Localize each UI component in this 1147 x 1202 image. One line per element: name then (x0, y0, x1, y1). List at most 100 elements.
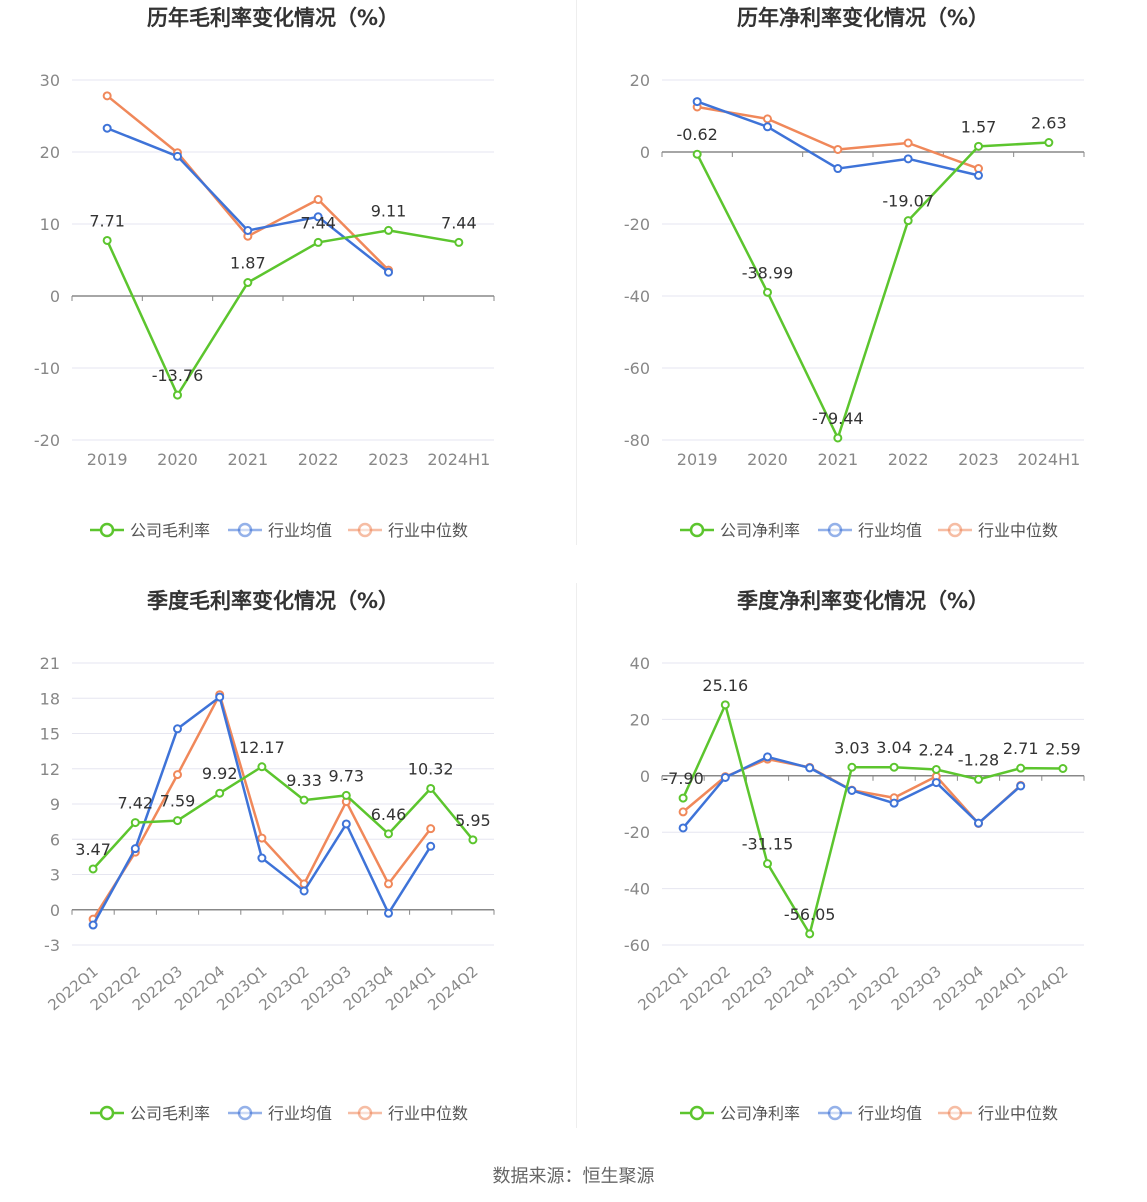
legend-item-company: 公司毛利率 (90, 521, 210, 540)
data-label: -19.07 (882, 192, 934, 211)
data-label: 2.24 (918, 740, 954, 759)
data-label: 9.92 (202, 764, 238, 783)
data-point-company (847, 762, 857, 772)
data-point-company (257, 762, 267, 772)
data-point-avg (974, 170, 983, 180)
x-tick-label: 2020 (157, 450, 198, 469)
data-point-avg (692, 97, 702, 107)
data-point-avg (341, 819, 351, 829)
panel-divider (576, 583, 577, 1128)
x-tick-label: 2019 (677, 450, 718, 469)
series-line-company (696, 141, 1049, 440)
legend-marker (827, 1105, 843, 1121)
legend-label: 行业均值 (858, 521, 922, 540)
x-tick-label: 2024H1 (1017, 450, 1080, 469)
legend-label: 行业均值 (268, 521, 332, 540)
data-label: 6.46 (371, 805, 407, 824)
data-point-company (805, 929, 815, 939)
data-label: -13.76 (152, 366, 204, 385)
data-point-avg (903, 154, 913, 164)
data-label: 12.17 (239, 738, 285, 757)
legend-marker (827, 522, 843, 538)
y-tick-label: 20 (630, 71, 650, 90)
chart-svg: 季度毛利率变化情况（%）-30369121518212022Q12022Q220… (40, 589, 495, 1123)
data-label: 7.71 (89, 211, 125, 230)
legend-marker (99, 1105, 115, 1121)
y-tick-label: -10 (34, 359, 60, 378)
data-label: 2.63 (1031, 114, 1067, 133)
data-point-avg (102, 123, 112, 133)
data-point-avg (88, 920, 98, 930)
y-tick-label: 30 (40, 71, 60, 90)
y-tick-label: -20 (624, 215, 650, 234)
series-line-company (681, 703, 1063, 936)
x-tick-label: 2022 (298, 450, 339, 469)
legend-item-median: 行业中位数 (938, 1104, 1058, 1123)
y-tick-label: -40 (624, 287, 650, 306)
data-point-avg (173, 151, 182, 161)
data-point-avg (299, 886, 309, 896)
data-point-median (426, 824, 436, 834)
data-label: 3.47 (75, 840, 111, 859)
data-point-avg (215, 692, 225, 702)
data-label: -1.28 (958, 750, 999, 769)
data-label: -56.05 (784, 905, 836, 924)
data-point-median (903, 138, 913, 148)
data-point-median (257, 833, 267, 843)
y-tick-label: 20 (630, 710, 650, 729)
legend-marker (357, 1105, 373, 1121)
y-tick-label: 20 (40, 143, 60, 162)
data-point-company (678, 793, 688, 803)
data-label: 3.04 (876, 738, 912, 757)
x-tick-label: 2023 (368, 450, 409, 469)
data-label: 2.59 (1045, 739, 1081, 758)
data-point-company (173, 390, 182, 400)
data-label: 10.32 (408, 759, 454, 778)
y-tick-label: 0 (50, 287, 60, 306)
y-tick-label: 3 (50, 866, 60, 885)
chart-title: 季度净利率变化情况（%） (737, 589, 989, 613)
legend-item-company: 公司净利率 (680, 1104, 800, 1123)
data-point-avg (313, 212, 323, 222)
data-point-company (1058, 763, 1068, 773)
data-point-company (454, 237, 464, 247)
data-label: 7.59 (160, 792, 196, 811)
data-point-avg (384, 267, 393, 277)
y-tick-label: 12 (40, 760, 60, 779)
data-point-company (426, 783, 436, 793)
data-point-avg (720, 772, 730, 782)
data-point-company (384, 225, 393, 235)
data-point-company (313, 237, 323, 247)
y-tick-label: -80 (624, 431, 650, 450)
chart-svg: 历年毛利率变化情况（%） -20 -10 0 10 20 30 2019 2020 2021 202… (34, 6, 495, 540)
data-label: 7.42 (117, 794, 153, 813)
chart-svg: 季度净利率变化情况（%）-60-40-20020402022Q12022Q220… (624, 589, 1085, 1123)
legend-marker (99, 522, 115, 538)
data-point-median (173, 770, 182, 780)
y-tick-label: 9 (50, 795, 60, 814)
data-point-avg (974, 818, 983, 828)
legend-item-company: 公司净利率 (680, 521, 800, 540)
legend-label: 行业中位数 (978, 521, 1058, 540)
legend-marker (357, 522, 373, 538)
data-point-avg (889, 798, 899, 808)
legend-item-median: 行业中位数 (348, 1104, 468, 1123)
series-line-median (106, 94, 390, 271)
data-point-company (1016, 763, 1026, 773)
data-point-company (889, 762, 899, 772)
series-line-company (92, 765, 474, 870)
legend-label: 公司净利率 (720, 1104, 800, 1123)
chart-title: 历年毛利率变化情况（%） (147, 6, 399, 30)
data-point-company (341, 790, 351, 800)
y-tick-label: -60 (624, 359, 650, 378)
data-label: 3.03 (834, 738, 870, 757)
legend-marker (237, 522, 253, 538)
chart-svg: 历年净利率变化情况（%） -80 -60 -40 -20 0 20 2019 2020 2021 2… (624, 6, 1085, 540)
chart-title: 历年净利率变化情况（%） (737, 6, 989, 30)
data-point-avg (931, 778, 941, 788)
data-point-company (763, 287, 772, 297)
data-point-company (1044, 138, 1054, 148)
data-point-company (931, 764, 941, 774)
data-point-avg (384, 908, 393, 918)
series-line-avg (106, 127, 390, 274)
